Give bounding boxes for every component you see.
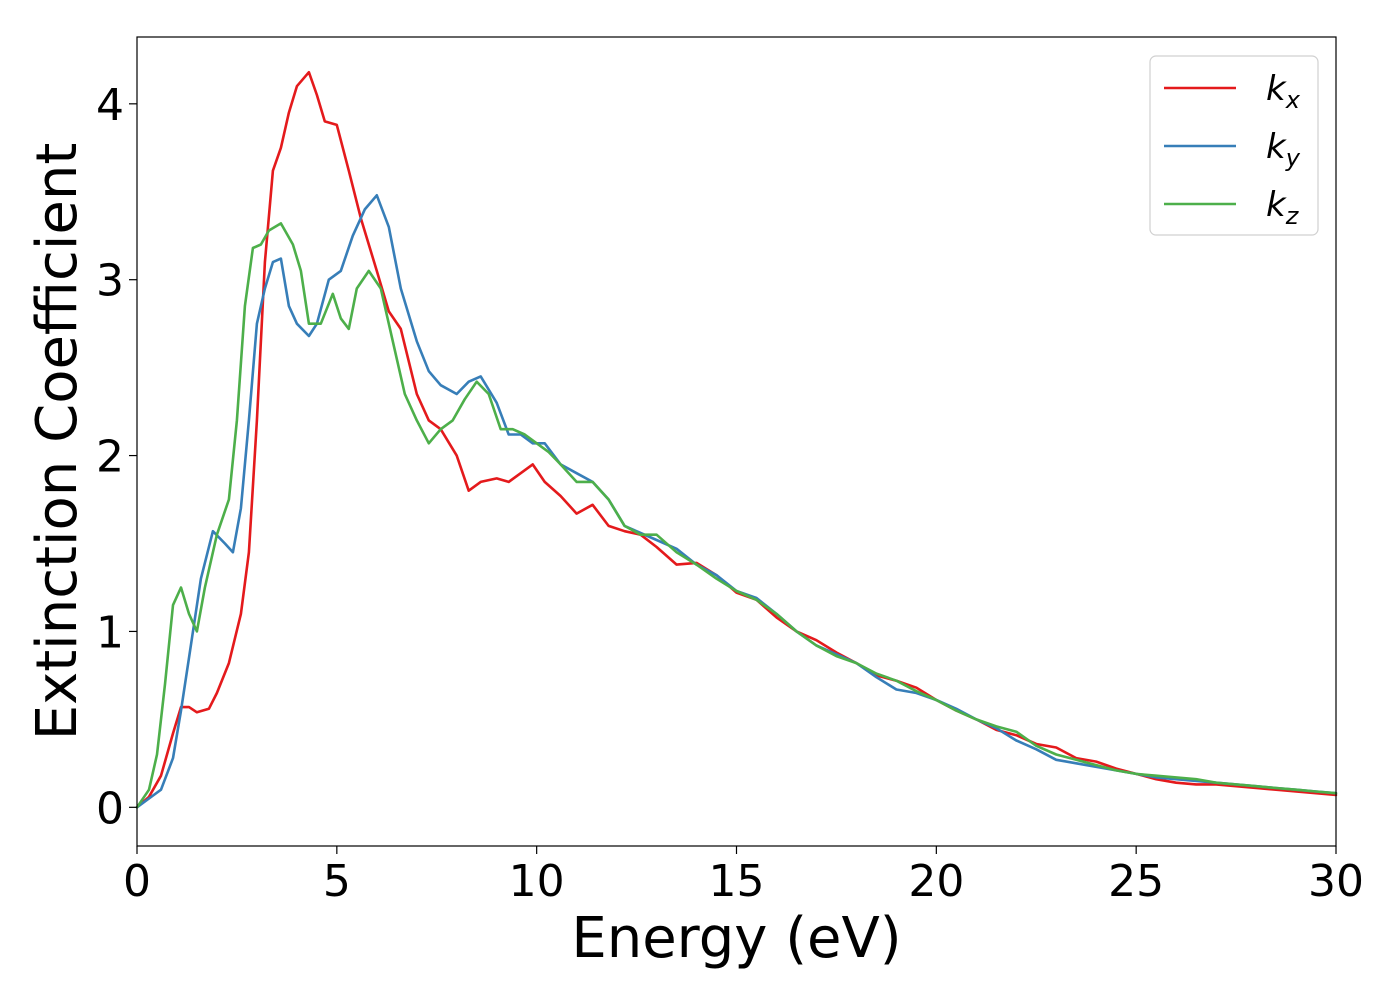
- y-tick-label: 3: [96, 256, 124, 307]
- x-tick-label: 15: [709, 856, 765, 907]
- x-tick-label: 0: [123, 856, 151, 907]
- series-layer: [135, 70, 1338, 809]
- x-tick-label: 25: [1108, 856, 1164, 907]
- x-axis-title: Energy (eV): [571, 906, 901, 971]
- series-line-z: [135, 222, 1338, 809]
- x-tick-label: 10: [509, 856, 565, 907]
- legend-label-z: kz: [1266, 185, 1300, 230]
- y-axis-title: Extinction Coefficient: [25, 143, 90, 741]
- x-tick-label: 5: [323, 856, 351, 907]
- legend: kx ky kz: [1149, 55, 1319, 236]
- y-tick-label: 1: [96, 607, 124, 658]
- series-line-y: [135, 194, 1338, 809]
- ticks-layer: 0 5 10 15 20 25 30 0 1 2 3 4: [96, 80, 1364, 907]
- x-tick-label: 30: [1308, 856, 1364, 907]
- y-tick-label: 4: [96, 80, 124, 131]
- y-tick-label: 0: [96, 783, 124, 834]
- legend-label-y: ky: [1266, 127, 1301, 172]
- x-tick-label: 20: [908, 856, 964, 907]
- series-line-x: [135, 70, 1338, 809]
- y-tick-label: 2: [96, 432, 124, 483]
- legend-label-x: kx: [1266, 69, 1301, 114]
